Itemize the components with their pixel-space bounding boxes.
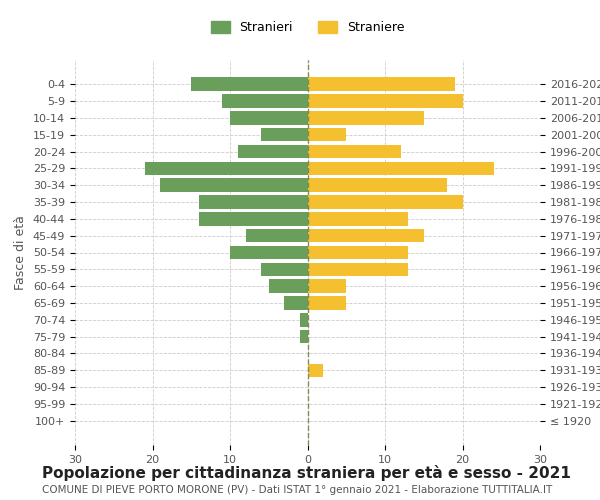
Bar xyxy=(308,94,463,108)
Bar xyxy=(308,246,408,259)
Bar xyxy=(238,145,308,158)
Bar xyxy=(300,330,308,344)
Text: Popolazione per cittadinanza straniera per età e sesso - 2021: Popolazione per cittadinanza straniera p… xyxy=(42,465,571,481)
Bar xyxy=(261,128,308,141)
Bar xyxy=(308,78,455,91)
Bar xyxy=(308,111,424,124)
Bar xyxy=(308,280,346,293)
Bar xyxy=(261,262,308,276)
Bar xyxy=(199,196,308,209)
Bar xyxy=(222,94,308,108)
Bar xyxy=(269,280,308,293)
Bar xyxy=(308,128,346,141)
Bar xyxy=(284,296,308,310)
Bar xyxy=(308,196,463,209)
Bar xyxy=(308,178,447,192)
Bar xyxy=(245,229,308,242)
Legend: Stranieri, Straniere: Stranieri, Straniere xyxy=(206,16,409,39)
Bar xyxy=(308,145,401,158)
Bar xyxy=(308,364,323,377)
Bar xyxy=(300,313,308,326)
Bar xyxy=(308,296,346,310)
Bar xyxy=(308,212,408,226)
Bar xyxy=(145,162,308,175)
Y-axis label: Fasce di età: Fasce di età xyxy=(14,215,28,290)
Text: COMUNE DI PIEVE PORTO MORONE (PV) - Dati ISTAT 1° gennaio 2021 - Elaborazione TU: COMUNE DI PIEVE PORTO MORONE (PV) - Dati… xyxy=(42,485,552,495)
Bar xyxy=(308,262,408,276)
Bar xyxy=(191,78,308,91)
Bar xyxy=(308,229,424,242)
Bar xyxy=(230,111,308,124)
Bar xyxy=(199,212,308,226)
Bar xyxy=(160,178,308,192)
Bar xyxy=(230,246,308,259)
Bar xyxy=(308,162,493,175)
